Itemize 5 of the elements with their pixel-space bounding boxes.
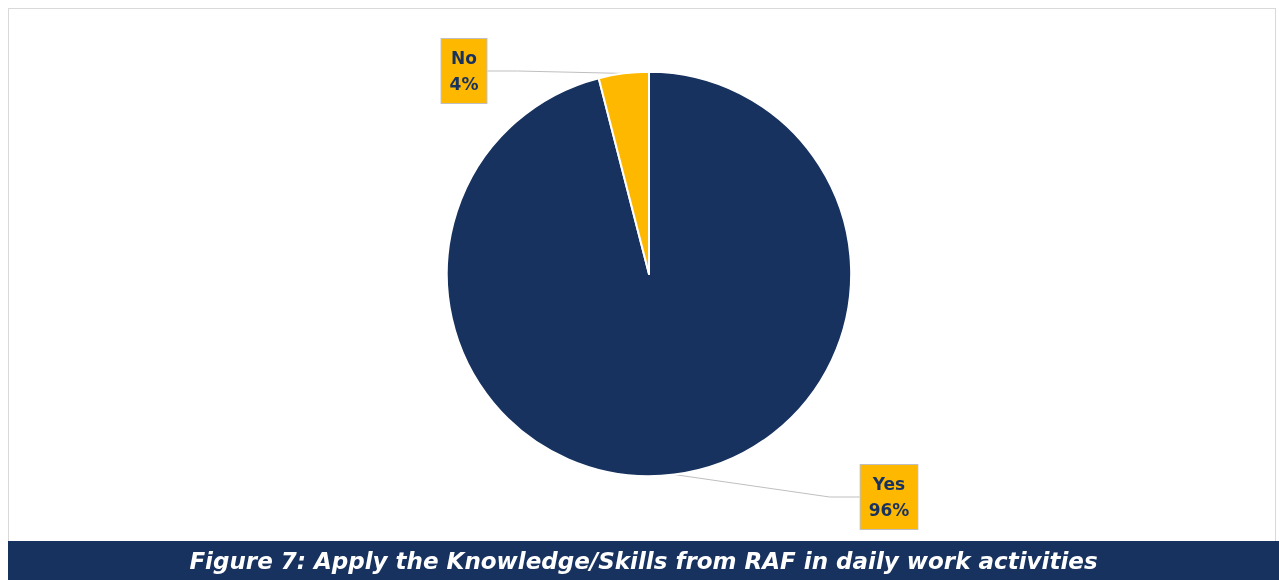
slice-label: Yes [871,474,906,494]
data-label: 4% [449,74,479,94]
data-label: 96% [868,500,910,520]
text: Figure 7: Apply the Knowledge/Skills from RAF in daily work activities [8,541,1279,580]
slice-label: No [451,48,477,68]
